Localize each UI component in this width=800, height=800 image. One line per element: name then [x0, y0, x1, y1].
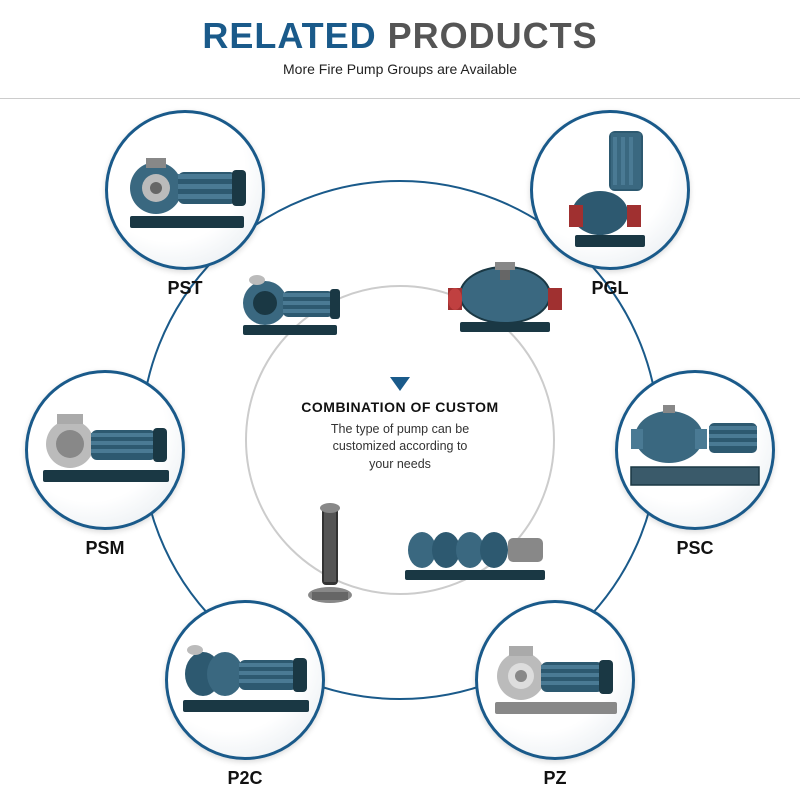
center-pump-bottom-left — [300, 500, 360, 610]
node-pgl[interactable]: PGL — [530, 110, 690, 299]
pump-icon — [475, 600, 635, 760]
pump-icon — [165, 600, 325, 760]
pump-icon — [105, 110, 265, 270]
title-accent: RELATED — [202, 15, 376, 56]
node-p2c[interactable]: P2C — [165, 600, 325, 789]
pump-icon — [25, 370, 185, 530]
node-psm[interactable]: PSM — [25, 370, 185, 559]
center-title: COMBINATION OF CUSTOM — [301, 399, 498, 415]
header: RELATED PRODUCTS More Fire Pump Groups a… — [0, 0, 800, 77]
diagram-arena: COMBINATION OF CUSTOM The type of pump c… — [0, 100, 800, 800]
node-label: PGL — [530, 278, 690, 299]
node-label: PSM — [25, 538, 185, 559]
triangle-down-icon — [390, 377, 410, 391]
node-psc[interactable]: PSC — [615, 370, 775, 559]
node-pz[interactable]: PZ — [475, 600, 635, 789]
pump-icon — [615, 370, 775, 530]
node-label: PZ — [475, 768, 635, 789]
pump-icon — [530, 110, 690, 270]
center-pump-bottom-right — [400, 520, 550, 590]
node-pst[interactable]: PST — [105, 110, 265, 299]
subtitle: More Fire Pump Groups are Available — [0, 61, 800, 77]
node-label: P2C — [165, 768, 325, 789]
divider — [0, 98, 800, 99]
title-rest: PRODUCTS — [377, 15, 598, 56]
page-title: RELATED PRODUCTS — [0, 15, 800, 57]
node-label: PST — [105, 278, 265, 299]
center-text: The type of pump can be customized accor… — [331, 421, 469, 474]
node-label: PSC — [615, 538, 775, 559]
